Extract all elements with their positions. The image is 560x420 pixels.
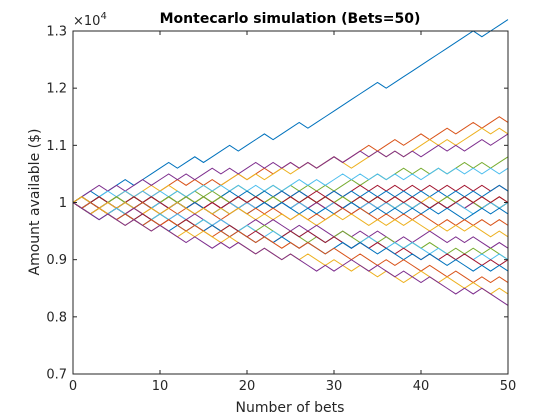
y-tick-label: 0.8 [46, 310, 67, 325]
y-axis-exponent-power: 4 [100, 11, 106, 22]
tick-layer: 0 10 20 30 40 50 0.7 0.8 0.9 1 1.1 1.2 1.3 [46, 25, 516, 395]
y-axis-exponent-label: ×104 [73, 11, 107, 29]
y-axis-exponent-base: ×10 [73, 14, 100, 29]
x-tick-label: 50 [500, 379, 517, 394]
x-tick-label: 40 [413, 379, 430, 394]
plot-area [73, 31, 508, 374]
y-tick-label: 0.9 [46, 253, 67, 268]
y-tick-label: 1.1 [46, 139, 67, 154]
y-tick-label: 1.3 [46, 25, 67, 40]
x-tick-label: 20 [239, 379, 256, 394]
x-tick-label: 0 [69, 379, 77, 394]
series-line-23 [72, 201, 509, 284]
y-axis-label: Amount available ($) [27, 129, 43, 276]
series-line-4 [72, 133, 509, 203]
series-line-1 [72, 19, 509, 203]
x-axis-label: Number of bets [236, 400, 345, 416]
series-line-6 [72, 167, 509, 204]
x-tick-label: 10 [152, 379, 169, 394]
series-line-17 [72, 196, 509, 238]
y-tick-label: 0.7 [46, 368, 67, 383]
series-line-25 [72, 202, 509, 306]
x-tick-label: 30 [326, 379, 343, 394]
series-line-14 [72, 196, 509, 209]
chart-title: Montecarlo simulation (Bets=50) [160, 11, 421, 27]
series-layer [72, 19, 509, 306]
series-line-3 [72, 127, 509, 209]
y-tick-label: 1.2 [46, 82, 67, 97]
y-tick-label: 1 [59, 196, 67, 211]
